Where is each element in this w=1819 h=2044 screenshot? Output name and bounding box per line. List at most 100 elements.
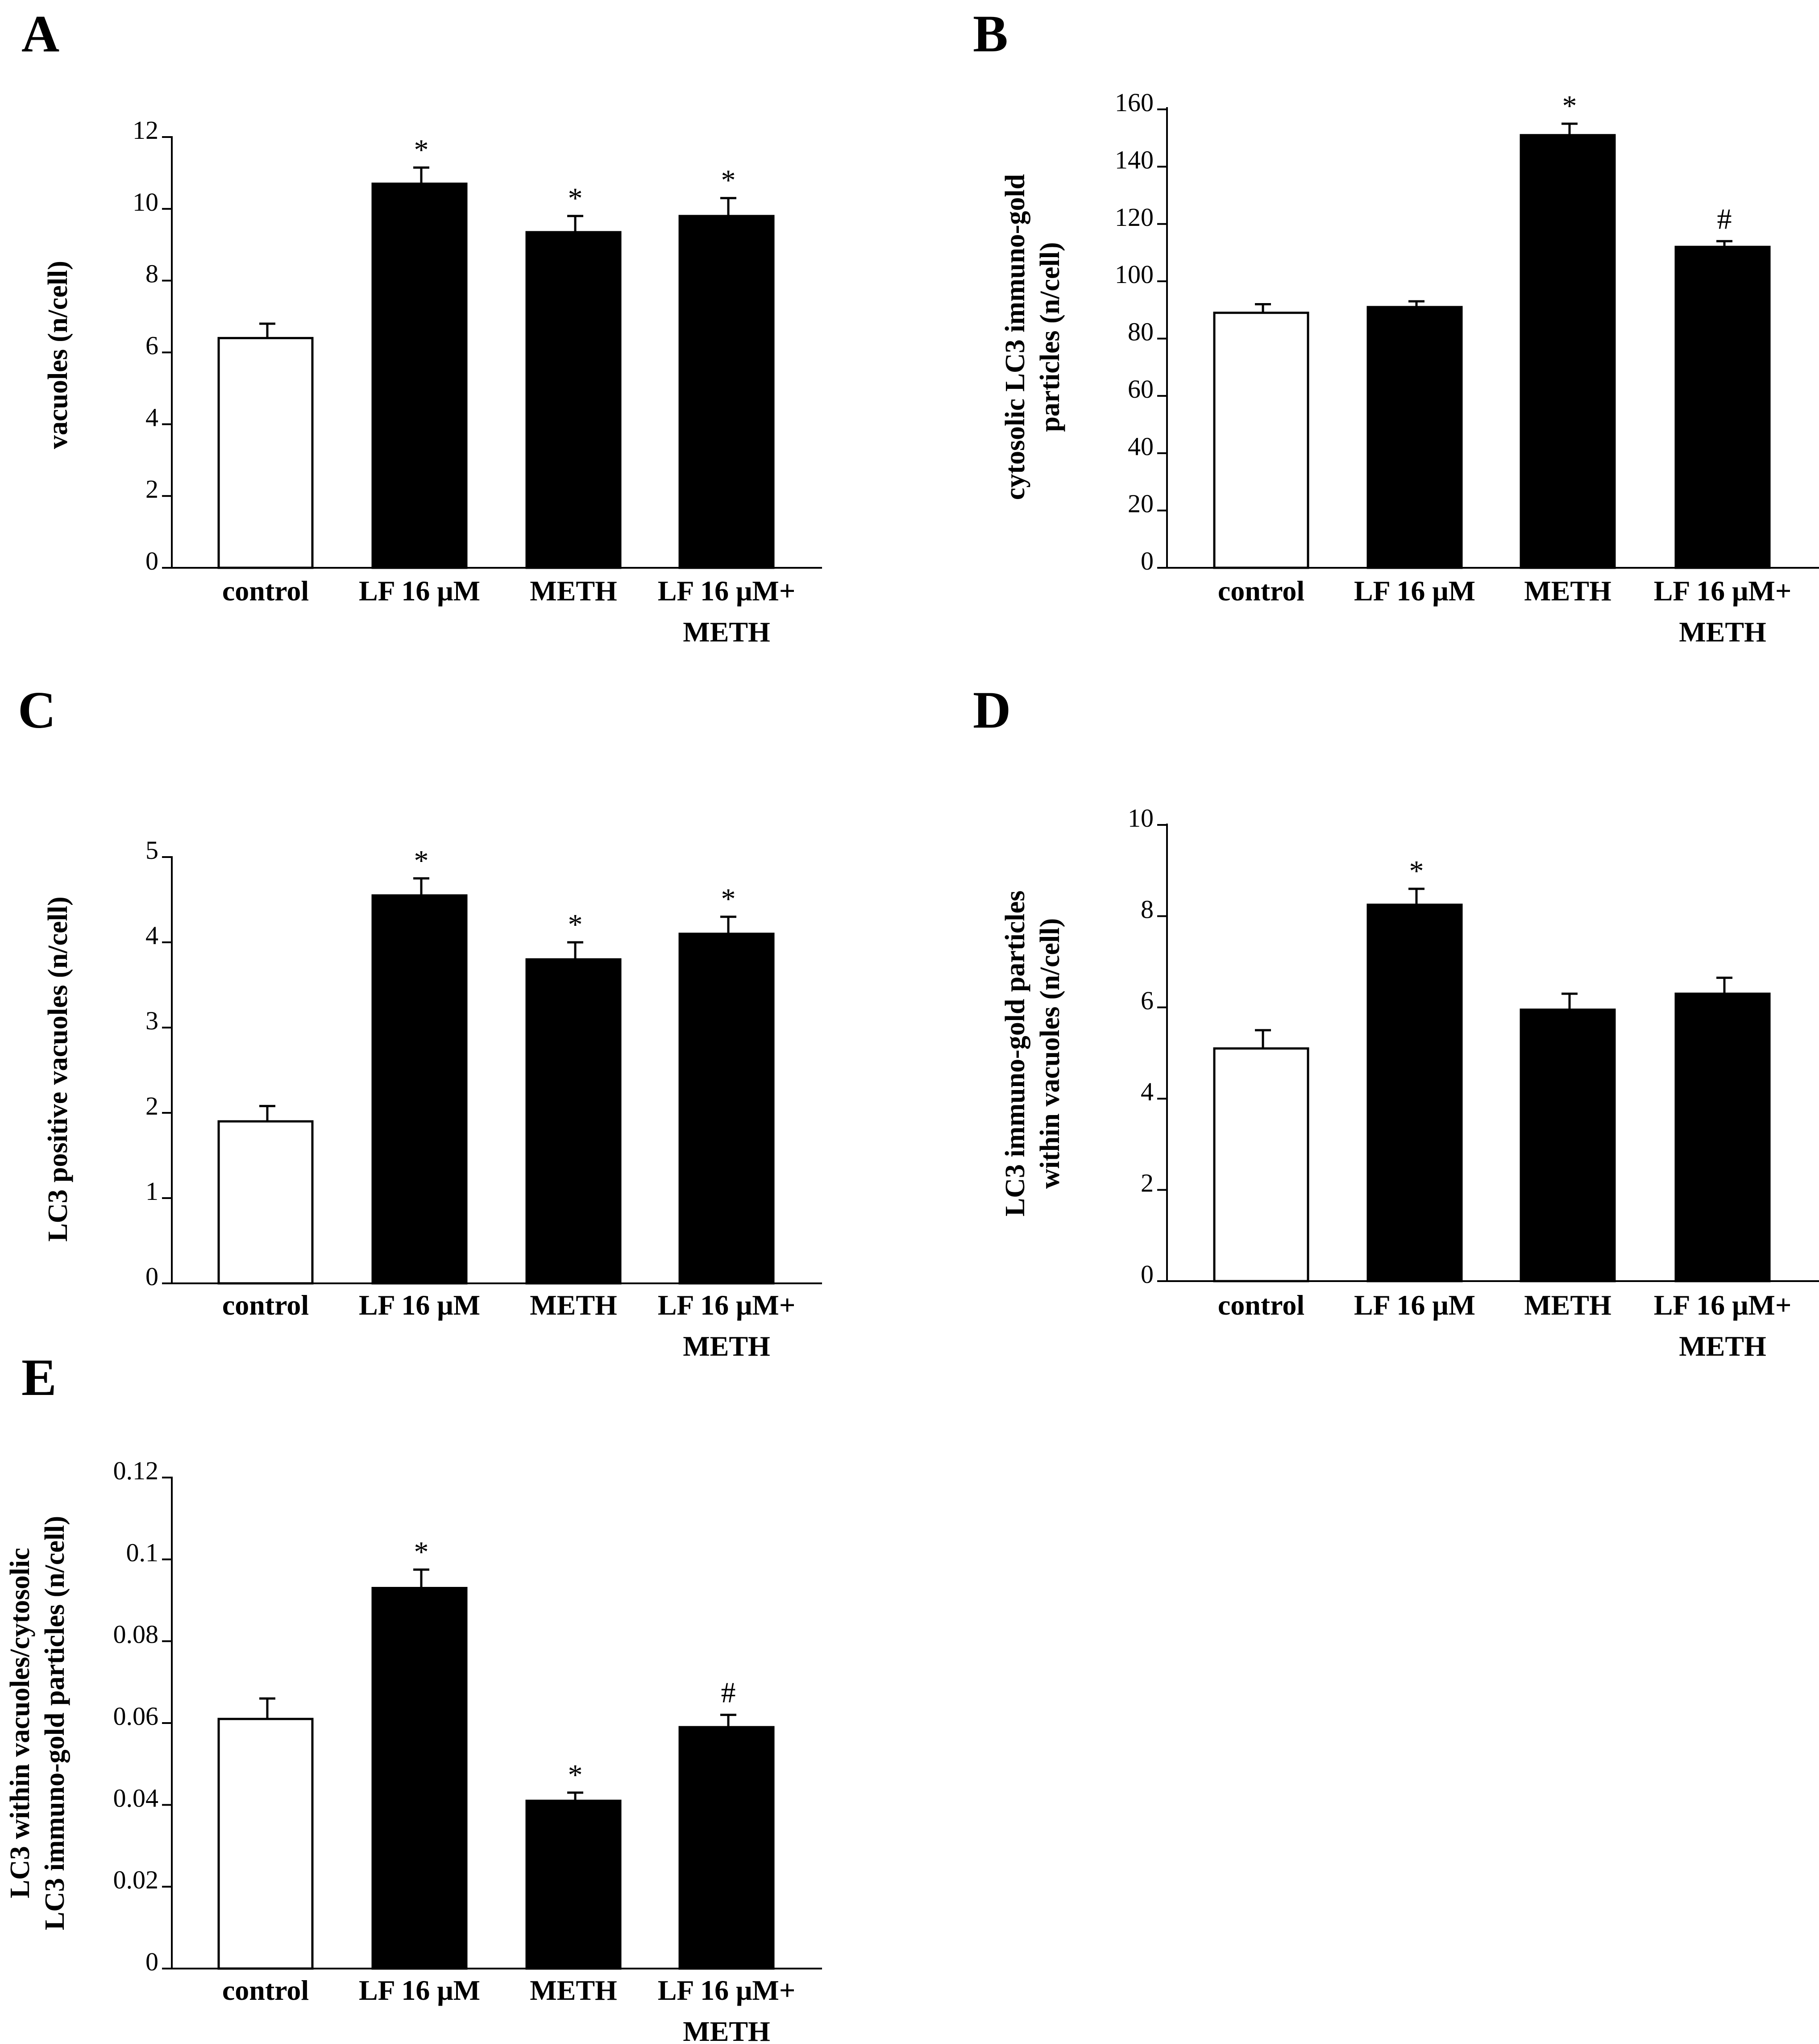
y-tick-label: 10 [1128, 803, 1154, 833]
y-tick-label: 0.02 [113, 1865, 159, 1894]
panel-e: E LC3 within vacuoles/cytosolic LC3 immuno… [5, 1348, 822, 2044]
category-label: METH [1524, 1289, 1611, 1321]
bar [678, 932, 775, 1285]
category-label: LF 16 μM [359, 1974, 480, 2006]
panel-label: B [973, 4, 1008, 63]
significance-marker: * [1409, 855, 1424, 887]
bar [1366, 306, 1463, 569]
significance-marker: # [721, 1677, 736, 1709]
significance-marker: * [414, 1536, 429, 1568]
bar [371, 1587, 468, 1970]
y-axis-label: LC3 positive vacuoles (n/cell) [43, 896, 73, 1241]
bar [1520, 134, 1616, 569]
category-label: control [222, 1974, 309, 2006]
y-tick-label: 160 [1115, 88, 1154, 117]
y-tick-label: 140 [1115, 145, 1154, 174]
y-axis-label: LC3 immuno-gold particles [1000, 891, 1030, 1216]
significance-marker: # [1717, 203, 1732, 235]
bar [678, 215, 775, 569]
category-label: LF 16 μM+ METH [1654, 1289, 1792, 1362]
panel-label: E [21, 1348, 57, 1407]
y-tick-label: 8 [145, 259, 158, 288]
y-tick-label: 0.12 [113, 1456, 159, 1485]
y-tick-label: 0 [145, 1947, 158, 1976]
y-tick-label: 60 [1128, 375, 1154, 404]
significance-marker: * [568, 1759, 583, 1791]
category-label: LF 16 μM [359, 1289, 480, 1321]
bar [1213, 1047, 1309, 1282]
y-tick-label: 5 [145, 836, 158, 865]
category-label: LF 16 μM+ METH [658, 575, 796, 648]
category-label: METH [530, 1289, 617, 1321]
y-tick-label: 0.1 [126, 1538, 159, 1567]
category-label: LF 16 μM+ METH [658, 1289, 796, 1362]
y-tick-label: 120 [1115, 203, 1154, 232]
y-tick-label: 0.04 [113, 1783, 159, 1812]
category-label: LF 16 μM [1354, 1289, 1475, 1321]
panel-label: C [18, 681, 56, 739]
y-tick-label: 80 [1128, 317, 1154, 346]
category-label: LF 16 μM+ METH [658, 1974, 796, 2044]
y-tick-label: 3 [145, 1006, 158, 1035]
y-tick-label: 12 [133, 116, 158, 145]
y-tick-label: 2 [145, 475, 158, 504]
y-tick-label: 0 [1141, 546, 1154, 575]
y-tick-label: 6 [1141, 986, 1154, 1015]
category-label: METH [1524, 575, 1611, 607]
category-label: control [222, 1289, 309, 1321]
bar [1674, 246, 1771, 569]
bar [678, 1726, 775, 1970]
y-tick-label: 0 [145, 1262, 158, 1291]
bar [525, 1799, 622, 1970]
significance-marker: * [414, 845, 429, 877]
bar [1674, 992, 1771, 1282]
category-label: METH [530, 575, 617, 607]
y-tick-label: 0.06 [113, 1702, 159, 1731]
y-tick-label: 8 [1141, 895, 1154, 924]
y-tick-label: 4 [145, 403, 158, 432]
bar [525, 958, 622, 1285]
y-tick-label: 2 [1141, 1169, 1154, 1198]
y-axis-label: LC3 within vacuoles/cytosolic [5, 1548, 35, 1898]
bar [1366, 903, 1463, 1282]
significance-marker: * [721, 883, 736, 916]
category-label: LF 16 μM [1354, 575, 1475, 607]
y-tick-label: 4 [145, 921, 158, 950]
significance-marker: * [414, 133, 429, 166]
significance-marker: * [721, 164, 736, 197]
significance-marker: * [568, 908, 583, 941]
bar [371, 894, 468, 1285]
y-axis-label: particles (n/cell) [1035, 242, 1065, 432]
bar [217, 337, 314, 569]
y-tick-label: 0 [145, 546, 158, 575]
bar [1520, 1008, 1616, 1282]
panel-c: C LC3 positive vacuoles (n/cell) 0 1 2 3 4 5 con… [18, 681, 822, 1362]
panel-d: D LC3 immuno-gold particles within vacuole… [973, 681, 1819, 1362]
y-tick-label: 100 [1115, 260, 1154, 289]
y-tick-label: 6 [145, 331, 158, 360]
panel-label: D [973, 681, 1011, 739]
bar [371, 183, 468, 569]
y-tick-label: 20 [1128, 489, 1154, 518]
bar [525, 231, 622, 569]
significance-marker: * [568, 182, 583, 215]
category-label: control [1218, 575, 1304, 607]
y-axis-label: cytosolic LC3 immuno-gold [1000, 174, 1030, 500]
y-tick-label: 0.08 [113, 1620, 159, 1649]
y-axis-label: within vacuoles (n/cell) [1035, 918, 1065, 1189]
significance-marker: * [1562, 90, 1577, 122]
category-label: control [1218, 1289, 1304, 1321]
bar [1213, 312, 1309, 569]
y-axis-label: vacuoles (n/cell) [43, 261, 73, 449]
category-label: METH [530, 1974, 617, 2006]
panel-label: A [21, 4, 59, 63]
y-tick-label: 1 [145, 1177, 158, 1206]
category-label: control [222, 575, 309, 607]
category-label: LF 16 μM+ METH [1654, 575, 1792, 648]
bar [217, 1120, 314, 1285]
category-label: LF 16 μM [359, 575, 480, 607]
y-tick-label: 0 [1141, 1260, 1154, 1289]
y-tick-label: 4 [1141, 1077, 1154, 1106]
